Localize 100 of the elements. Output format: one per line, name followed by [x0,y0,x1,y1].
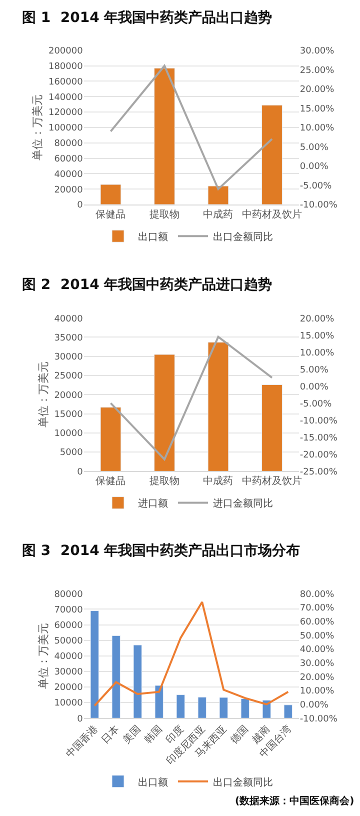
bar [100,407,122,472]
y2-tick-label: 60.00% [300,617,335,628]
y2-tick-label: -15.00% [300,433,338,444]
bar [198,696,206,718]
y-tick-label: 40000 [54,652,84,662]
bar [154,68,175,205]
y-tick-label: 35000 [54,333,84,344]
y-tick-label: 40000 [54,314,84,324]
x-tick-label: 中成药 [203,208,234,221]
y2-tick-label: -10.00% [300,714,338,724]
y-tick-label: 70000 [54,605,84,616]
line-series [94,600,290,707]
y-tick-label: 50000 [54,636,84,647]
x-tick-label: 保健品 [96,476,126,488]
y2-tick-label: 0.00% [300,382,329,392]
y-tick-label: 140000 [48,92,84,103]
x-tick-label: 美国 [120,723,144,746]
y2-tick-label: -20.00% [300,450,338,460]
legend-label: 出口金额同比 [213,776,273,788]
y-tick-label: 20000 [54,390,84,401]
y2-tick-label: -25.00% [300,467,338,478]
y-tick-label: 80000 [54,139,84,150]
y-tick-label: 100000 [48,124,84,134]
y-tick-label: 5000 [60,448,84,458]
x-tick-label: 中成药 [203,475,234,488]
y2-tick-label: 10.00% [300,348,335,358]
y-tick-label: 20000 [54,185,84,196]
y-tick-label: 30000 [54,352,84,363]
text: (数据来源：中国医保商会) [235,795,354,807]
y-tick-label: 60000 [54,620,84,631]
y2-tick-label: 20.00% [300,314,335,324]
line-series [110,64,273,190]
chart-title: 图 2 2014 年我国中药类产品进口趋势 [22,276,272,293]
y2-tick-label: -10.00% [300,416,338,426]
bar [90,610,99,718]
y2-tick-label: 5.00% [300,365,329,376]
x-tick-label: 中药材及饮片 [242,475,302,488]
x-tick-label: 保健品 [96,210,126,221]
y2-tick-label: -10.00% [300,200,338,211]
y-tick-label: 0 [77,714,84,724]
y2-tick-label: 40.00% [300,645,335,656]
x-tick-label: 提取物 [149,475,180,488]
x-tick-label: 中国香港 [63,723,100,760]
line-series [110,336,273,460]
y-tick-label: 200000 [48,46,84,57]
legend-label: 出口金额同比 [213,231,273,244]
bar [100,184,122,205]
bar [219,697,228,718]
y-tick-label: 10000 [54,698,84,709]
bar [133,644,142,718]
y-tick-label: 80000 [54,590,84,600]
y2-tick-label: 0.00% [300,700,329,710]
legend-label: 出口额 [138,776,168,788]
chart-title: 图 3 2014 年我国中药类产品出口市场分布 [22,542,300,559]
bar [240,698,250,718]
bar [154,354,175,472]
bar [284,704,292,718]
x-tick-label: 德国 [228,724,251,746]
bar [262,104,282,205]
y2-tick-label: 10.00% [300,124,335,134]
bar [154,685,164,718]
y-tick-label: 180000 [48,62,84,72]
bar [208,186,229,205]
y2-tick-label: 30.00% [300,46,335,57]
y2-tick-label: -5.00% [300,399,332,410]
y-tick-label: 120000 [48,108,84,118]
y-axis-title: 单位：万美元 [36,622,50,689]
y-tick-label: 40000 [54,170,84,180]
y2-tick-label: 25.00% [300,66,335,76]
legend-label: 进口额 [138,498,168,510]
y-tick-label: 10000 [54,429,84,440]
y-tick-label: 160000 [48,77,84,88]
y2-tick-label: 20.00% [300,672,335,683]
y2-tick-label: 15.00% [300,104,335,114]
y2-tick-label: 0.00% [300,162,329,172]
y2-tick-label: 10.00% [300,686,335,697]
x-tick-label: 日本 [99,723,122,746]
y2-tick-label: 70.00% [300,604,335,614]
y-tick-label: 30000 [54,668,84,678]
x-tick-label: 中药材及饮片 [242,208,302,221]
y2-tick-label: 15.00% [300,331,335,342]
y-tick-label: 20000 [54,683,84,694]
y2-tick-label: 20.00% [300,85,335,96]
y-tick-label: 60000 [54,154,84,164]
y2-tick-label: 5.00% [300,142,329,153]
y2-tick-label: 50.00% [300,631,335,642]
chart-title: 图 1 2014 年我国中药类产品出口趋势 [22,9,272,26]
y-tick-label: 0 [77,200,84,211]
y2-tick-label: 80.00% [300,590,335,600]
y-axis-title: 单位：万美元 [31,94,44,160]
legend-label: 出口额 [138,231,168,244]
y-tick-label: 15000 [54,410,84,420]
x-tick-label: 提取物 [149,208,180,221]
legend-label: 进口金额同比 [213,498,273,510]
bar [208,342,229,472]
bar [112,635,120,718]
y-tick-label: 0 [77,467,84,478]
y2-tick-label: 30.00% [300,658,335,669]
y-axis-title: 单位：万美元 [36,362,50,428]
x-tick-label: 韩国 [142,723,165,746]
